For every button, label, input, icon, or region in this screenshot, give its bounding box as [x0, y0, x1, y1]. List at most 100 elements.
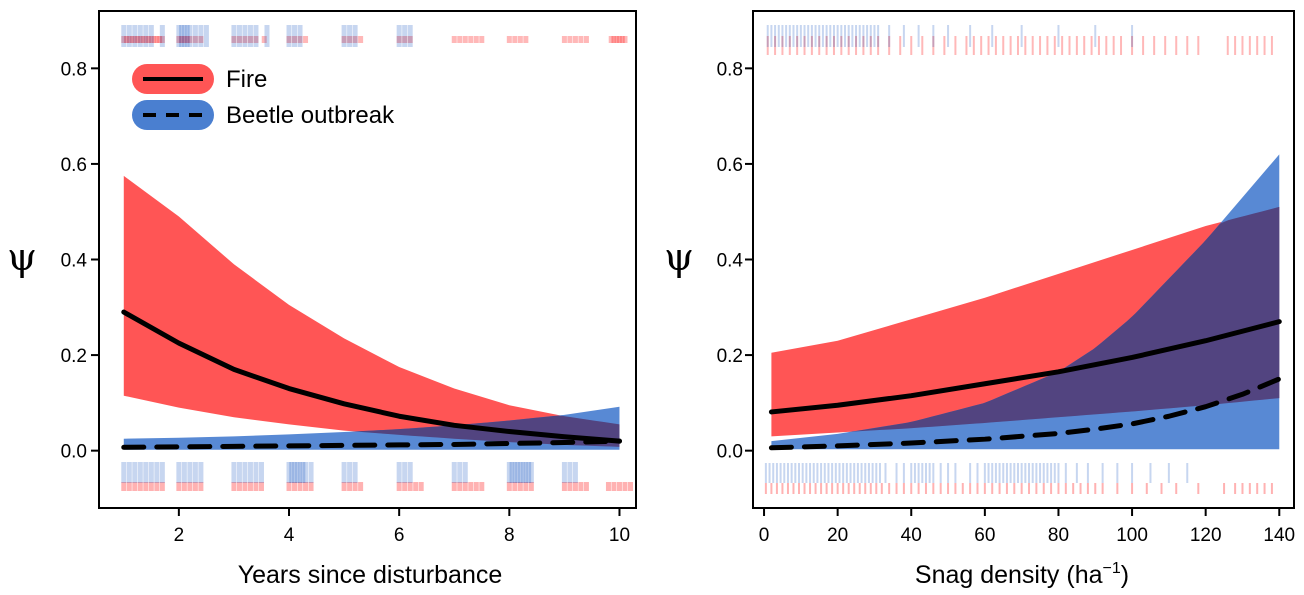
line-beetle [768, 376, 1282, 451]
rug-tick-beetle-top [991, 25, 994, 47]
rug-tick-fire-top [1061, 36, 1064, 55]
rug-group [121, 25, 633, 491]
rug-tick-beetle-top [192, 25, 198, 47]
rug-tick-beetle-bottom [148, 462, 154, 483]
rug-tick-beetle-bottom [794, 463, 797, 483]
rug-tick-fire-bottom [831, 483, 834, 494]
rug-tick-beetle-bottom [192, 462, 198, 483]
rug-tick-beetle-top [821, 25, 824, 47]
rug-tick-beetle-bottom [764, 463, 767, 483]
rug-tick-fire-top [614, 36, 620, 43]
rug-tick-beetle-bottom [181, 462, 187, 483]
rug-tick-fire-top [1270, 36, 1273, 55]
rug-tick-beetle-top [807, 25, 810, 47]
rug-tick-beetle-bottom [954, 463, 957, 483]
rug-tick-beetle-bottom [845, 463, 848, 483]
rug-tick-beetle-top [917, 25, 920, 47]
rug-tick-fire-bottom [567, 482, 573, 491]
rug-tick-beetle-bottom [809, 463, 812, 483]
rug-tick-fire-bottom [611, 482, 617, 491]
rug-tick-beetle-bottom [247, 462, 253, 483]
rug-tick-fire-bottom [242, 482, 248, 491]
rug-tick-fire-top [1016, 36, 1019, 55]
rug-tick-fire-bottom [578, 482, 584, 491]
rug-tick-beetle-top [766, 25, 769, 47]
rug-tick-beetle-bottom [947, 463, 950, 483]
rug-tick-fire-top [352, 36, 358, 43]
rug-tick-beetle-bottom [875, 463, 878, 483]
rug-tick-fire-bottom [528, 482, 534, 491]
rug-tick-fire-bottom [895, 483, 898, 494]
rug-tick-fire-top [788, 36, 791, 55]
rug-tick-beetle-bottom [983, 463, 986, 483]
rug-tick-fire-bottom [1094, 483, 1097, 494]
rug-tick-beetle-top [292, 25, 298, 47]
rug-tick-beetle-bottom [831, 463, 834, 483]
rug-tick-beetle-bottom [812, 463, 815, 483]
rug-tick-beetle-bottom [253, 462, 259, 483]
confidence-bands [123, 175, 620, 450]
rug-tick-beetle-bottom [561, 462, 567, 483]
rug-tick-beetle-bottom [1042, 463, 1045, 483]
rug-tick-fire-top [457, 36, 463, 43]
rug-tick-fire-top [396, 36, 402, 43]
rug-tick-fire-bottom [1079, 483, 1082, 494]
rug-tick-fire-bottom [137, 482, 143, 491]
rug-tick-beetle-bottom [523, 462, 529, 483]
rug-tick-fire-bottom [1028, 483, 1031, 494]
rug-tick-fire-top [1031, 36, 1034, 55]
y-tick-label: 0.4 [717, 251, 744, 272]
rug-tick-fire-bottom [341, 482, 347, 491]
rug-tick-beetle-bottom [236, 462, 242, 483]
rug-tick-beetle-top [866, 25, 869, 47]
rug-tick-beetle-top [148, 25, 154, 47]
rug-tick-beetle-bottom [917, 463, 920, 483]
y-tick-label: 0.6 [61, 155, 87, 176]
rug-tick-fire-top [451, 36, 457, 43]
rug-tick-fire-bottom [869, 483, 872, 494]
rug-tick-fire-top [583, 36, 589, 43]
rug-tick-fire-top [479, 36, 485, 43]
rug-tick-fire-bottom [1042, 483, 1045, 494]
rug-tick-fire-top [1197, 36, 1200, 55]
rug-tick-beetle-top [862, 25, 865, 47]
rug-tick-fire-top [132, 36, 138, 43]
rug-tick-beetle-top [1020, 25, 1023, 47]
rug-tick-fire-top [803, 36, 806, 55]
line-fire [121, 309, 622, 444]
rug-tick-beetle-top [858, 25, 861, 47]
rug-tick-fire-bottom [1256, 483, 1259, 494]
rug-tick-fire-top [862, 36, 865, 55]
rug-tick-beetle-top [242, 25, 248, 47]
x-tick-label: 20 [827, 525, 848, 546]
rug-tick-fire-bottom [297, 482, 303, 491]
rug-tick-fire-top [774, 36, 777, 55]
rug-tick-fire-bottom [286, 482, 292, 491]
rug-tick-fire-top [943, 36, 946, 55]
rug-tick-fire-top [181, 36, 187, 43]
rug-tick-fire-bottom [468, 482, 474, 491]
rug-tick-fire-top [1263, 36, 1266, 55]
rug-tick-beetle-top [829, 25, 832, 47]
legend-label-beetle: Beetle outbreak [226, 102, 395, 129]
rug-tick-fire-bottom [303, 482, 309, 491]
rug-tick-fire-bottom [1013, 483, 1016, 494]
rug-tick-fire-bottom [836, 483, 839, 494]
rug-tick-fire-top [1234, 36, 1237, 55]
rug-tick-fire-bottom [126, 482, 132, 491]
rug-tick-fire-top [932, 36, 935, 55]
rug-tick-fire-bottom [961, 483, 964, 494]
rug-tick-beetle-bottom [998, 463, 1001, 483]
x-tick-label: 10 [609, 525, 630, 546]
rug-tick-fire-top [358, 36, 364, 43]
rug-tick-fire-bottom [181, 482, 187, 491]
rug-tick-fire-top [148, 36, 154, 43]
rug-tick-beetle-bottom [572, 462, 578, 483]
rug-tick-beetle-top [902, 25, 905, 47]
rug-tick-beetle-top [143, 25, 149, 47]
rug-tick-beetle-bottom [347, 462, 353, 483]
rug-tick-beetle-bottom [341, 462, 347, 483]
rug-tick-fire-top [987, 36, 990, 55]
rug-tick-beetle-top [840, 25, 843, 47]
rug-tick-beetle-top [799, 25, 802, 47]
